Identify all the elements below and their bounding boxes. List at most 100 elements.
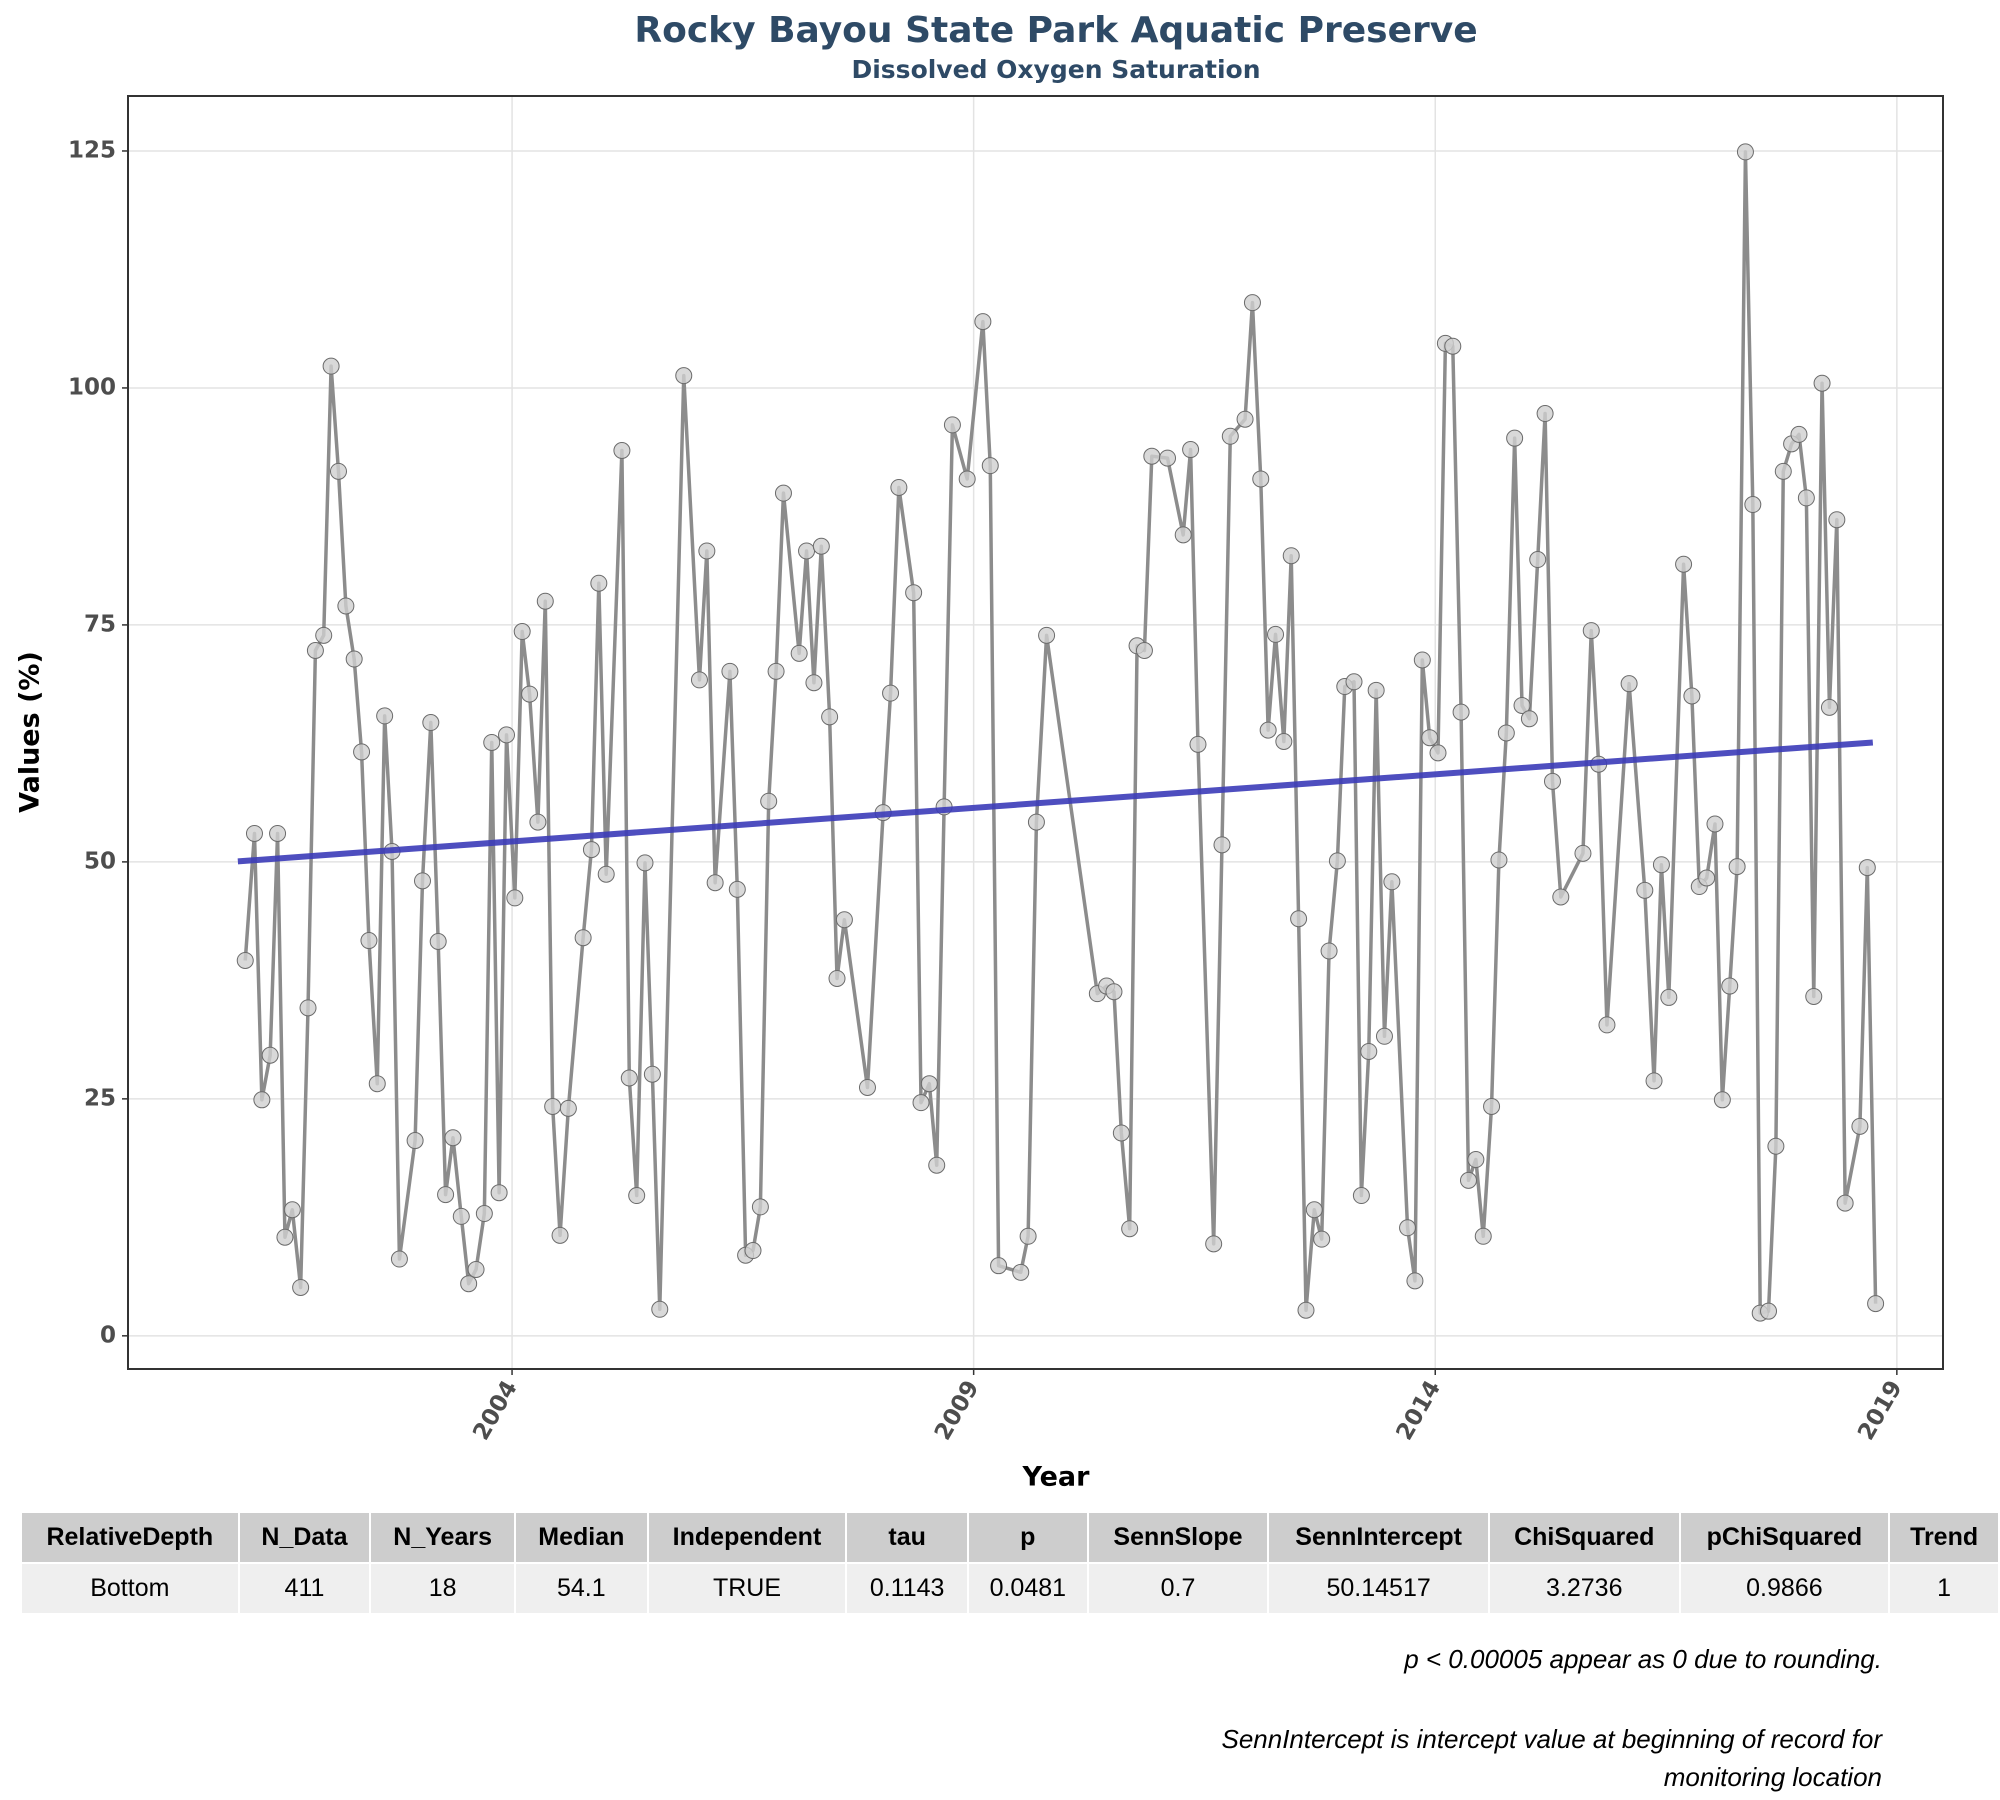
data-point: [1305, 1201, 1323, 1219]
data-point: [269, 824, 287, 842]
plot-border: [127, 95, 1944, 1370]
data-point: [1713, 1091, 1731, 1109]
column-header: N_Data: [237, 1511, 372, 1564]
x-tick-label: 2004: [468, 1376, 523, 1444]
table-cell: 1: [1888, 1562, 2000, 1615]
data-point: [490, 1184, 508, 1202]
data-point: [1444, 337, 1462, 355]
y-tick-label: 0: [100, 1322, 116, 1348]
data-point: [1836, 1194, 1854, 1212]
data-point: [551, 1226, 569, 1244]
data-point: [460, 1275, 478, 1293]
column-header: N_Years: [369, 1511, 516, 1564]
column-header: Independent: [646, 1511, 848, 1564]
data-point: [628, 1187, 646, 1205]
data-point: [1182, 441, 1200, 459]
data-point: [1267, 625, 1285, 643]
data-point: [1858, 859, 1876, 877]
data-point: [1867, 1295, 1885, 1313]
column-header: ChiSquared: [1487, 1511, 1681, 1564]
data-point: [890, 478, 908, 496]
data-point: [1360, 1042, 1378, 1060]
data-point: [437, 1186, 455, 1204]
data-point: [1452, 703, 1470, 721]
data-point: [990, 1257, 1008, 1275]
data-point: [1790, 425, 1808, 443]
table-cell: 0.9866: [1678, 1562, 1891, 1615]
data-point: [1805, 987, 1823, 1005]
data-point: [1529, 551, 1547, 569]
data-point: [406, 1132, 424, 1150]
data-point: [1767, 1137, 1785, 1155]
x-axis-title: Year: [1022, 1462, 1091, 1493]
data-point: [828, 969, 846, 987]
data-point: [1320, 942, 1338, 960]
data-point: [790, 644, 808, 662]
chart-subtitle: Dissolved Oxygen Saturation: [851, 55, 1260, 84]
data-point: [1275, 733, 1293, 751]
data-point: [376, 707, 394, 725]
data-point: [536, 592, 554, 610]
data-point: [1328, 852, 1346, 870]
data-point: [1645, 1072, 1663, 1090]
data-point: [1636, 881, 1654, 899]
column-header: Trend: [1888, 1511, 2000, 1564]
data-point: [1675, 555, 1693, 573]
data-point: [1290, 910, 1308, 928]
data-point: [1536, 405, 1554, 423]
data-point: [1143, 447, 1161, 465]
y-tick-label: 75: [84, 611, 116, 637]
column-header: pChiSquared: [1678, 1511, 1891, 1564]
data-point: [337, 597, 355, 615]
data-point: [1352, 1187, 1370, 1205]
plot-background: [128, 96, 1943, 1369]
data-point: [706, 874, 724, 892]
data-point: [1820, 698, 1838, 716]
data-point: [1159, 449, 1177, 467]
data-point: [1474, 1227, 1492, 1245]
data-point: [1236, 410, 1254, 428]
data-point: [812, 537, 830, 555]
data-point: [1728, 858, 1746, 876]
data-point: [353, 743, 371, 761]
data-point: [912, 1094, 930, 1112]
data-point: [774, 484, 792, 502]
data-point: [1259, 721, 1277, 739]
data-point: [345, 650, 363, 668]
table-cell: 18: [369, 1562, 516, 1615]
data-point: [429, 933, 447, 951]
data-point: [1721, 977, 1739, 995]
data-point: [858, 1078, 876, 1096]
data-point: [1282, 547, 1300, 565]
table-cell: 50.14517: [1267, 1562, 1490, 1615]
data-point: [1367, 681, 1385, 699]
data-point: [315, 626, 333, 644]
data-point: [444, 1129, 462, 1147]
data-point: [798, 542, 816, 560]
table-cell: 411: [237, 1562, 372, 1615]
data-point: [958, 470, 976, 488]
data-point: [529, 813, 547, 831]
table-row: Bottom 411 18 54.1 TRUE 0.1143 0.0481 0.7 50.145…: [20, 1562, 2000, 1615]
data-point: [1543, 772, 1561, 790]
data-point: [329, 462, 347, 480]
data-point: [283, 1201, 301, 1219]
table-header: RelativeDepth N_Data N_Years Median Independ…: [20, 1511, 2000, 1564]
data-point: [1027, 813, 1045, 831]
data-point: [452, 1207, 470, 1225]
data-point: [698, 542, 716, 560]
data-point: [1490, 851, 1508, 869]
data-point: [475, 1205, 493, 1223]
data-point: [1459, 1171, 1477, 1189]
table-body: Bottom 411 18 54.1 TRUE 0.1143 0.0481 0.7 50.145…: [20, 1562, 2000, 1615]
data-point: [620, 1069, 638, 1087]
table-cell: 3.2736: [1487, 1562, 1681, 1615]
data-point: [767, 662, 785, 680]
data-point: [805, 674, 823, 692]
data-point: [1406, 1272, 1424, 1290]
data-point: [1497, 724, 1515, 742]
data-point: [1252, 470, 1270, 488]
data-point: [760, 792, 778, 810]
x-tick-label: 2009: [930, 1376, 985, 1444]
y-tick-label: 25: [84, 1085, 116, 1111]
